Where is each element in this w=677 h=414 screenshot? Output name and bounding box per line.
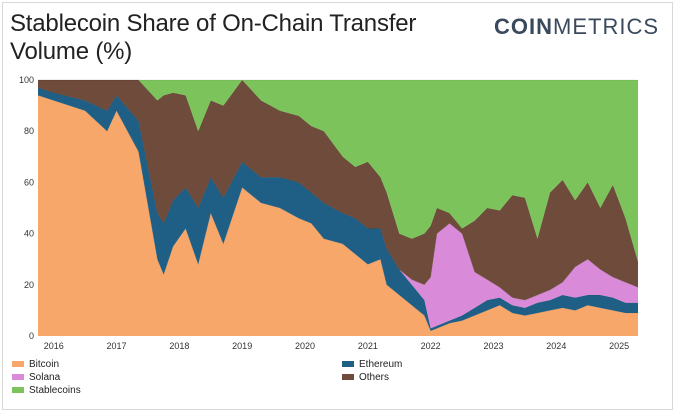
area-layers <box>37 79 639 336</box>
legend-label: Solana <box>29 371 61 383</box>
legend-label: Bitcoin <box>29 358 60 370</box>
area-stablecoins <box>38 80 638 262</box>
x-tick-label: 2022 <box>421 341 441 351</box>
legend-swatch <box>342 374 354 380</box>
x-tick-label: 2018 <box>169 341 189 351</box>
x-tick-label: 2024 <box>546 341 566 351</box>
y-axis: 0 20 40 60 80 100 <box>19 75 34 341</box>
chart-title: Stablecoin Share of On-Chain Transfer Vo… <box>10 10 417 65</box>
legend-swatch <box>12 361 24 367</box>
logo-light-text: METRICS <box>553 14 659 39</box>
x-tick-label: 2017 <box>107 341 127 351</box>
y-tick-label: 40 <box>24 229 34 239</box>
legend-item-ethereum: Ethereum <box>342 358 402 370</box>
y-tick-label: 20 <box>24 280 34 290</box>
area-bitcoin <box>38 95 638 336</box>
x-tick-label: 2025 <box>609 341 629 351</box>
y-tick-label: 60 <box>24 177 34 187</box>
logo-bold-text: COIN <box>494 14 553 39</box>
y-tick-label: 0 <box>29 331 34 341</box>
x-tick-label: 2019 <box>232 341 252 351</box>
y-tick-label: 100 <box>19 75 34 85</box>
legend-swatch <box>12 387 24 393</box>
legend-item-solana: Solana <box>12 371 60 383</box>
x-axis: 2016 2017 2018 2019 2020 2021 2022 2023 2024 2025 <box>44 341 629 351</box>
x-tick-label: 2016 <box>44 341 64 351</box>
legend-item-bitcoin: Bitcoin <box>12 358 59 370</box>
legend: Bitcoin Ethereum Solana Others Stablecoins <box>12 358 662 406</box>
legend-swatch <box>12 374 24 380</box>
legend-item-others: Others <box>342 371 389 383</box>
x-tick-label: 2021 <box>358 341 378 351</box>
y-tick-label: 80 <box>24 126 34 136</box>
area-others <box>38 80 638 301</box>
x-tick-label: 2020 <box>295 341 315 351</box>
x-tick-label: 2023 <box>483 341 503 351</box>
coinmetrics-logo: COINMETRICS <box>494 14 659 40</box>
legend-label: Ethereum <box>359 358 403 370</box>
area-ethereum <box>38 87 638 331</box>
legend-label: Others <box>359 371 390 383</box>
legend-swatch <box>342 361 354 367</box>
legend-label: Stablecoins <box>29 384 81 396</box>
legend-item-stablecoins: Stablecoins <box>12 384 81 396</box>
